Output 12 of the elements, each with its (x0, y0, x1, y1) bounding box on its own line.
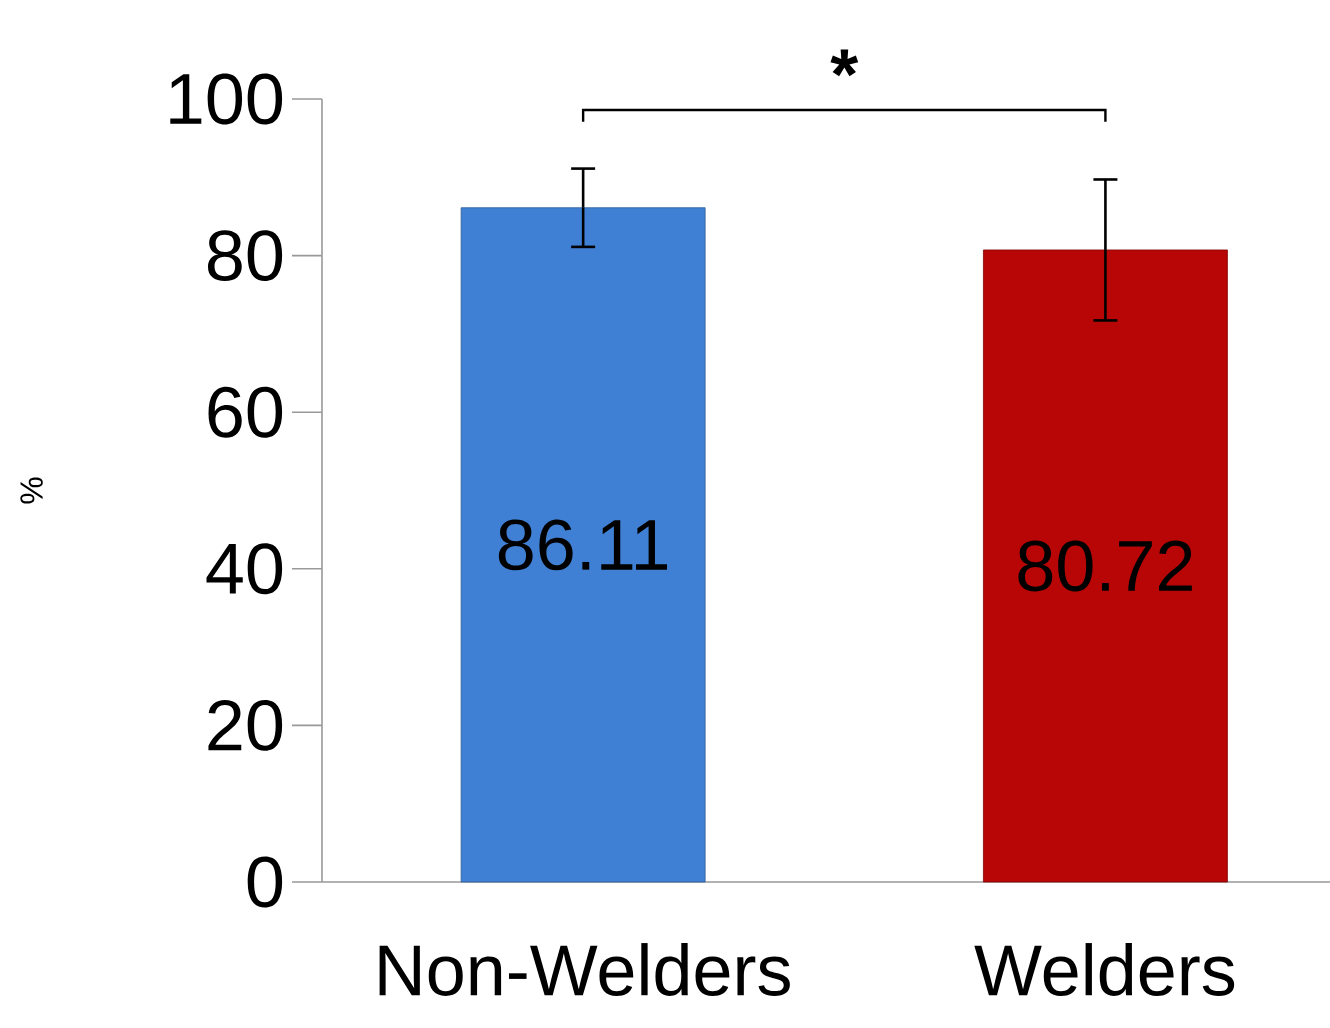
y-tick-label: 40 (206, 543, 283, 595)
y-tick-label: 0 (247, 856, 283, 908)
x-tick-label: Non-Welders (379, 943, 790, 996)
x-tick-label: Welders (974, 943, 1235, 996)
y-tick-label: 20 (208, 699, 283, 751)
text: * (830, 49, 859, 77)
data-label: 86.11 (498, 519, 668, 571)
y-axis-title: % (20, 477, 43, 504)
y-tick-label: 100 (170, 73, 283, 125)
data-label: 80.72 (1018, 540, 1192, 592)
y-tick-label: 60 (208, 386, 283, 438)
y-tick-label: 80 (207, 230, 283, 282)
